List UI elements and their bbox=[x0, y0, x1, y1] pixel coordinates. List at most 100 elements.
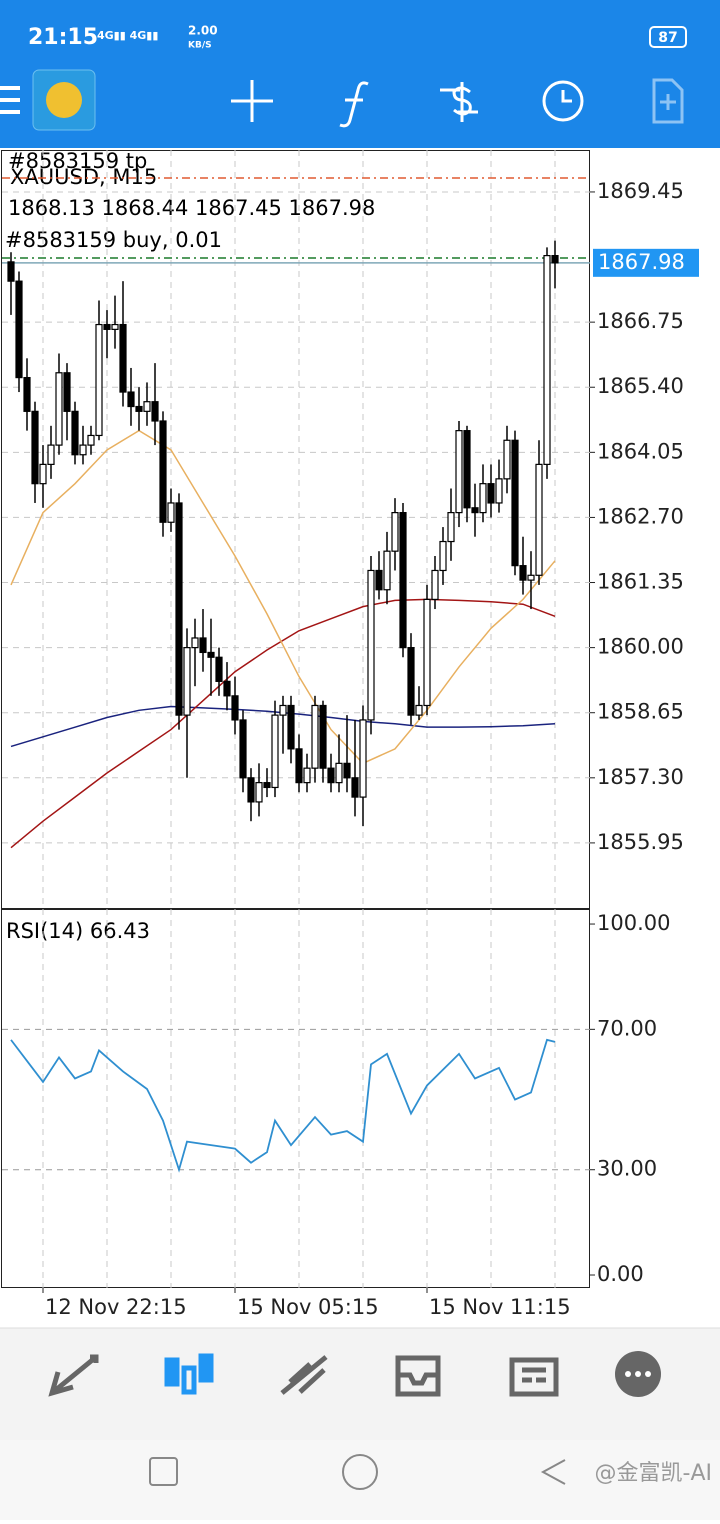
candle-body bbox=[415, 704, 423, 716]
candle-body bbox=[231, 695, 239, 721]
bottom-nav bbox=[0, 1328, 720, 1440]
candle-body bbox=[319, 704, 327, 769]
y-tick-label: 1866.75 bbox=[597, 309, 684, 333]
candle-body bbox=[95, 323, 103, 437]
nav-quotes[interactable] bbox=[48, 1354, 99, 1397]
candle-body bbox=[367, 569, 375, 721]
candle-body bbox=[471, 507, 479, 514]
candle-body bbox=[207, 651, 215, 658]
y-tick-label: 1860.00 bbox=[597, 635, 684, 659]
candle-body bbox=[31, 410, 39, 485]
candle-body bbox=[487, 483, 495, 504]
net-speed: 2.00 bbox=[188, 24, 218, 38]
home-button[interactable] bbox=[342, 1454, 378, 1490]
buy-label: #8583159 buy, 0.01 bbox=[5, 228, 222, 252]
signal: 4G▮▮ 4G▮▮ bbox=[97, 29, 158, 42]
candle-body bbox=[543, 254, 551, 465]
bid-box bbox=[593, 248, 699, 277]
candle-body bbox=[303, 767, 311, 784]
candle-body bbox=[191, 637, 199, 649]
moving-average bbox=[10, 598, 556, 849]
back-button[interactable] bbox=[540, 1459, 566, 1485]
candle-body bbox=[47, 444, 55, 465]
moving-average bbox=[10, 429, 556, 765]
candle-body bbox=[271, 714, 279, 789]
candle-body bbox=[519, 565, 527, 581]
candle-body bbox=[551, 254, 559, 264]
candle-body bbox=[263, 782, 271, 789]
battery-level: 87 bbox=[658, 30, 677, 46]
candle-body bbox=[527, 574, 535, 581]
candle-body bbox=[199, 637, 207, 654]
nav-news[interactable] bbox=[509, 1357, 559, 1397]
candle-body bbox=[143, 401, 151, 412]
candle-body bbox=[511, 439, 519, 567]
candle-body bbox=[63, 372, 71, 412]
candle-body bbox=[375, 569, 383, 591]
candle-body bbox=[15, 280, 23, 379]
candle-body bbox=[535, 463, 543, 576]
nav-trade[interactable] bbox=[280, 1355, 328, 1395]
tp-label: #8583159 tp bbox=[8, 149, 147, 173]
candle-body bbox=[79, 444, 87, 456]
candle-body bbox=[223, 680, 231, 697]
menu-icon[interactable] bbox=[0, 86, 20, 114]
candle-body bbox=[399, 512, 407, 649]
top-bar bbox=[0, 0, 720, 148]
watermark: @金富凯-AI bbox=[595, 1461, 712, 1486]
chart-frame bbox=[1, 150, 590, 1288]
crosshair-icon[interactable] bbox=[231, 80, 273, 122]
clock: 21:15 bbox=[28, 25, 98, 50]
ohlc-label: 1868.13 1868.44 1867.45 1867.98 bbox=[8, 196, 375, 220]
timeframe-icon[interactable] bbox=[542, 80, 584, 122]
candle-body bbox=[247, 777, 255, 803]
app-logo-globe bbox=[46, 82, 82, 118]
rsi-tick-label: 70.00 bbox=[597, 1016, 657, 1040]
candle-body bbox=[503, 439, 511, 480]
candle-body bbox=[423, 598, 431, 707]
recent-button[interactable] bbox=[149, 1457, 178, 1486]
candle-body bbox=[159, 420, 167, 523]
candle-body bbox=[343, 762, 351, 779]
candle-body bbox=[311, 704, 319, 769]
candle-body bbox=[87, 434, 95, 446]
candle-body bbox=[175, 502, 183, 716]
candle-body bbox=[111, 323, 119, 330]
y-tick-label: 1857.30 bbox=[597, 765, 684, 789]
battery bbox=[649, 26, 687, 48]
rsi-line bbox=[10, 1038, 556, 1173]
y-tick-label: 1864.05 bbox=[597, 439, 684, 463]
symbol-label: XAUUSD, M15 bbox=[10, 165, 157, 189]
candle-body bbox=[71, 410, 79, 456]
candle-body bbox=[495, 478, 503, 504]
candle-body bbox=[23, 376, 31, 412]
rsi-label: RSI(14) 66.43 bbox=[6, 919, 150, 943]
candle-body bbox=[167, 502, 175, 523]
candle-body bbox=[215, 656, 223, 682]
candle-body bbox=[447, 512, 455, 543]
candle-body bbox=[279, 704, 287, 716]
y-tick-label: 1861.35 bbox=[597, 570, 684, 594]
indicator-icon[interactable] bbox=[339, 81, 369, 128]
candle-body bbox=[7, 261, 15, 282]
y-tick-label: 1858.65 bbox=[597, 700, 684, 724]
candle-body bbox=[255, 782, 263, 803]
candle-body bbox=[439, 540, 447, 572]
x-tick-label: 12 Nov 22:15 bbox=[45, 1295, 187, 1319]
new-order-icon[interactable] bbox=[652, 78, 684, 124]
candle-body bbox=[327, 767, 335, 784]
x-tick-label: 15 Nov 11:15 bbox=[429, 1295, 571, 1319]
rsi-tick-label: 100.00 bbox=[597, 911, 670, 935]
candle-body bbox=[135, 405, 143, 412]
candle-body bbox=[383, 550, 391, 591]
x-tick-label: 15 Nov 05:15 bbox=[237, 1295, 379, 1319]
nav-history[interactable] bbox=[395, 1355, 441, 1397]
candle-body bbox=[295, 748, 303, 784]
candle-body bbox=[407, 647, 415, 716]
system-nav bbox=[0, 1440, 720, 1520]
net-speed-unit: KB/S bbox=[188, 41, 212, 51]
trade-icon[interactable] bbox=[440, 82, 478, 122]
candle-body bbox=[463, 430, 471, 509]
y-tick-label: 1869.45 bbox=[597, 179, 684, 203]
nav-chart[interactable] bbox=[164, 1353, 214, 1395]
